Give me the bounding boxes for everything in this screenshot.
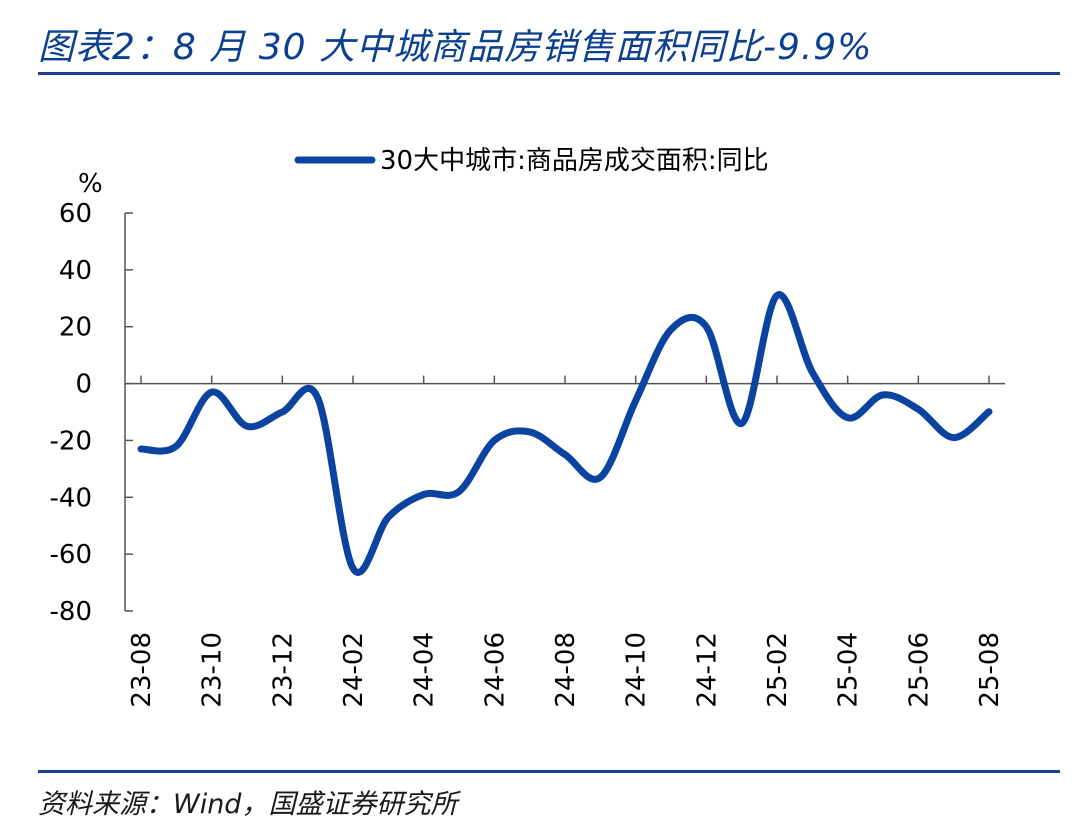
legend-label: 30大中城市:商品房成交面积:同比: [380, 146, 769, 176]
y-tick-label: -40: [50, 483, 92, 513]
y-tick-label: -60: [50, 540, 92, 570]
x-tick-label: 23-12: [268, 632, 298, 708]
x-tick-label: 23-08: [127, 632, 157, 708]
source-rule: [38, 770, 1060, 773]
x-tick-label: 24-08: [551, 632, 581, 708]
x-tick-label: 25-02: [763, 632, 793, 708]
y-axis-unit: %: [78, 169, 103, 199]
y-tick-label: 20: [59, 313, 92, 343]
x-tick-label: 25-08: [975, 632, 1005, 708]
chart-title: 图表2：8 月 30 大中城商品房销售面积同比-9.9%: [38, 27, 873, 68]
x-tick-label: 24-12: [692, 632, 722, 708]
x-tick-label: 25-04: [834, 632, 864, 708]
title-rule: [38, 72, 1060, 75]
y-tick-labels: 60 40 20 0 -20 -40 -60 -80: [50, 199, 92, 627]
y-tick-label: -20: [50, 426, 92, 456]
y-tick-label: 0: [75, 370, 92, 400]
x-tick-label: 24-04: [410, 632, 440, 708]
series-line: [137, 291, 993, 576]
y-tick-label: -80: [50, 597, 92, 627]
y-tick-label: 40: [59, 256, 92, 286]
x-tick-label: 24-06: [480, 632, 510, 708]
x-tick-label: 24-02: [339, 632, 369, 708]
source-note: 资料来源：Wind，国盛证券研究所: [38, 789, 458, 820]
x-tick-label: 25-06: [904, 632, 934, 708]
y-tick-label: 60: [59, 199, 92, 229]
x-tick-label: 24-10: [622, 632, 652, 708]
x-tick-labels: 23-08 23-10 23-12 24-02 24-04 24-06 24-08 24-10…: [127, 632, 1005, 708]
axes: [124, 212, 1005, 612]
legend: 30大中城市:商品房成交面积:同比: [294, 146, 769, 176]
x-tick-label: 23-10: [198, 632, 228, 708]
